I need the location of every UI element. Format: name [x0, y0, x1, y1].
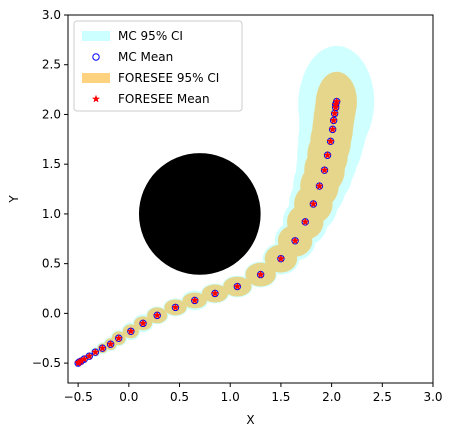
foresee-mean-point [171, 303, 180, 311]
foresee-mean-point [233, 282, 242, 290]
x-tick-label: 2.5 [373, 390, 392, 404]
foresee-mean-point [328, 125, 337, 133]
foresee-mean-point [91, 347, 100, 356]
x-tick-label: 1.0 [221, 390, 240, 404]
x-tick-label: 1.5 [271, 390, 290, 404]
legend-mc-mean-marker [92, 53, 100, 61]
foresee-mean-point [330, 109, 339, 117]
foresee-mean-point [326, 137, 335, 145]
foresee-mean-point [106, 340, 115, 348]
y-tick-label: 2.0 [42, 107, 61, 121]
legend-box [73, 20, 243, 112]
foresee-mean-layer [74, 97, 341, 367]
x-tick-label: 0.5 [170, 390, 189, 404]
x-axis-label: X [246, 413, 254, 427]
foresee-mean-point [85, 351, 94, 360]
foresee-mean-point [329, 116, 338, 124]
foresee-mean-point [190, 296, 199, 304]
y-tick-label: 1.5 [42, 157, 61, 171]
foresee-mean-point [77, 356, 86, 365]
y-tick-label: 1.0 [42, 207, 61, 221]
legend-mc-ci-label: MC 95% CI [118, 29, 183, 43]
y-tick-label: 0.0 [42, 306, 61, 320]
foresee-mean-point [126, 327, 135, 335]
foresee-mean-point [332, 97, 341, 105]
foresee-mean-point [256, 270, 265, 278]
legend-mc-mean-label: MC Mean [118, 50, 173, 64]
data-layer [74, 45, 375, 367]
foresee-mean-point [139, 319, 148, 327]
foresee-mean-point [320, 165, 329, 174]
y-axis-ticks: −0.5 0.0 0.5 1.0 1.5 2.0 2.5 3.0 [32, 8, 68, 370]
legend-mc-ci-swatch [82, 31, 110, 41]
y-tick-label: 3.0 [42, 8, 61, 22]
foresee-mean-point [301, 217, 310, 226]
obstacle-circle [138, 153, 261, 275]
foresee-mean-point [114, 334, 123, 342]
legend-foresee-ci-label: FORESEE 95% CI [118, 71, 219, 85]
foresee-mean-point [309, 199, 318, 208]
foresee-mean-point [211, 289, 220, 297]
foresee-mean-point [331, 103, 340, 111]
y-tick-label: 0.5 [42, 257, 61, 271]
x-axis-ticks: −0.5 0.0 0.5 1.0 1.5 2.0 2.5 3.0 [64, 383, 443, 404]
foresee-mean-point [80, 354, 89, 363]
x-tick-label: −0.5 [64, 390, 93, 404]
legend-foresee-mean-marker [92, 94, 100, 103]
foresee-mean-point [323, 151, 332, 159]
legend-foresee-ci-swatch [82, 73, 110, 83]
axes-frame [67, 14, 434, 384]
legend-foresee-mean-label: FORESEE Mean [118, 92, 210, 106]
foresee-mean-point [315, 181, 324, 190]
x-tick-label: 2.0 [322, 390, 341, 404]
foresee-mean-point [291, 236, 300, 245]
foresee-mean-point [331, 100, 340, 108]
foresee-mean-point [98, 343, 107, 352]
foresee-mean-point [153, 311, 162, 319]
foresee-mean-point [75, 357, 84, 366]
y-tick-label: 2.5 [42, 58, 61, 72]
y-axis-label: Y [7, 195, 21, 204]
x-tick-label: 0.0 [119, 390, 138, 404]
legend: MC 95% CI MC Mean FORESEE 95% CI FORESEE… [73, 20, 243, 112]
foresee-mean-point [276, 254, 285, 263]
y-tick-label: −0.5 [32, 356, 61, 370]
x-tick-label: 3.0 [423, 390, 442, 404]
